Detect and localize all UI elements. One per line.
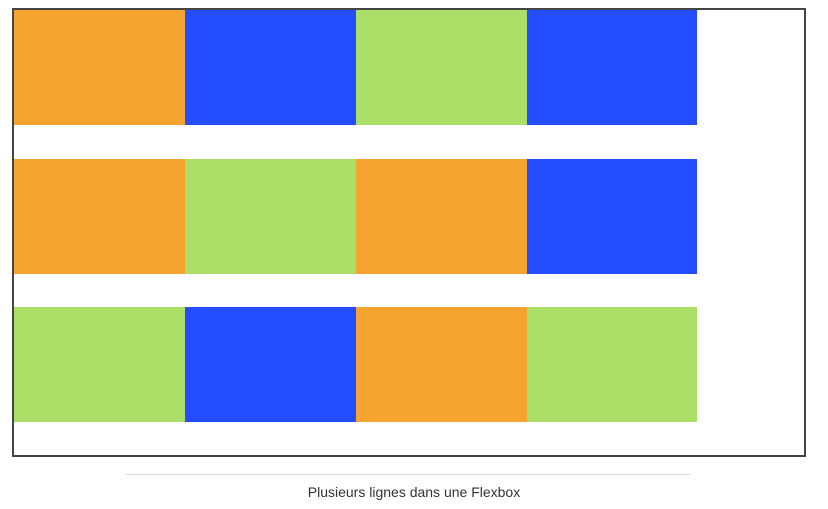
flex-row-3 bbox=[14, 307, 697, 422]
flex-row-1 bbox=[14, 10, 697, 125]
flex-container bbox=[12, 8, 806, 457]
flex-item-green bbox=[14, 307, 185, 422]
flex-item-green bbox=[527, 307, 697, 422]
flex-item-blue bbox=[527, 159, 697, 274]
flex-item-blue bbox=[527, 10, 697, 125]
figure-caption: Plusieurs lignes dans une Flexbox bbox=[307, 484, 521, 500]
flex-item-orange bbox=[14, 159, 185, 274]
flex-item-blue bbox=[185, 307, 356, 422]
flex-item-blue bbox=[185, 10, 356, 125]
flex-row-2 bbox=[14, 159, 697, 274]
caption-divider bbox=[126, 474, 690, 475]
flex-item-orange bbox=[356, 159, 527, 274]
flex-item-orange bbox=[356, 307, 527, 422]
flex-item-green bbox=[185, 159, 356, 274]
flex-item-orange bbox=[14, 10, 185, 125]
flex-item-green bbox=[356, 10, 527, 125]
